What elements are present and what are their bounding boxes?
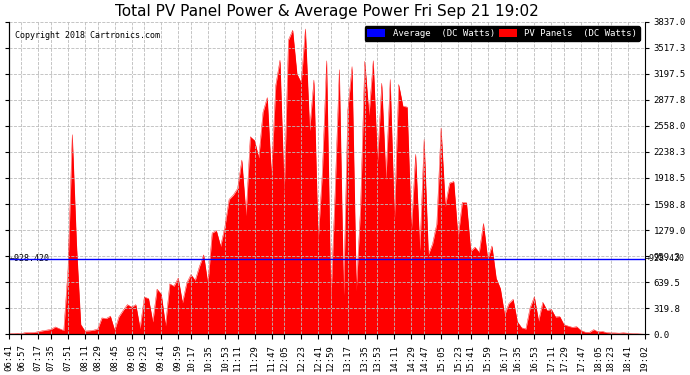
Text: ←928.420: ←928.420: [9, 254, 49, 263]
Text: Copyright 2018 Cartronics.com: Copyright 2018 Cartronics.com: [15, 31, 160, 40]
Title: Total PV Panel Power & Average Power Fri Sep 21 19:02: Total PV Panel Power & Average Power Fri…: [115, 4, 538, 19]
Text: →928.420: →928.420: [645, 254, 685, 263]
Legend: Average  (DC Watts), PV Panels  (DC Watts): Average (DC Watts), PV Panels (DC Watts): [364, 26, 640, 41]
